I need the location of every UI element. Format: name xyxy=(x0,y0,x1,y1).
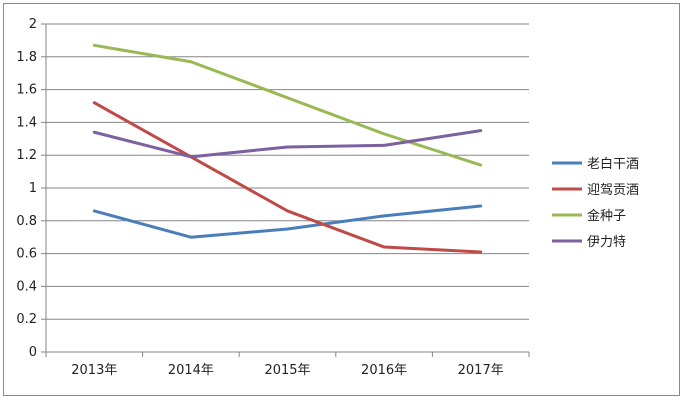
y-tick-label: 0.4 xyxy=(16,279,37,294)
y-tick-label: 1 xyxy=(29,181,37,196)
y-tick-label: 1.2 xyxy=(16,148,37,163)
legend-label: 金种子 xyxy=(587,208,626,224)
chart-frame xyxy=(3,3,680,396)
x-tick-label: 2014年 xyxy=(168,363,214,378)
y-tick-label: 0.2 xyxy=(16,312,37,327)
gridlines xyxy=(46,23,529,353)
y-tick-label: 2 xyxy=(29,17,37,32)
x-tick-label: 2017年 xyxy=(458,363,504,378)
y-tick-label: 1.8 xyxy=(16,50,37,65)
series-lines xyxy=(92,43,483,254)
x-tick-label: 2016年 xyxy=(361,363,407,378)
x-tick-label: 2013年 xyxy=(71,363,117,378)
legend-label: 迎驾贡酒 xyxy=(587,183,639,198)
y-axis-ticks: 0 0.2 0.4 0.6 0.8 1 1.2 1.4 1.6 1.8 2 xyxy=(16,17,37,360)
y-tick-label: 1.6 xyxy=(16,83,37,98)
y-tick-label: 0.6 xyxy=(16,247,37,262)
legend-label: 老白干酒 xyxy=(587,156,639,172)
axes xyxy=(41,23,530,357)
legend-label: 伊力特 xyxy=(587,235,626,250)
x-tick-label: 2015年 xyxy=(264,363,310,378)
series-line-2 xyxy=(92,101,483,254)
y-tick-label: 1.4 xyxy=(16,115,37,130)
y-tick-label: 0.8 xyxy=(16,214,37,229)
series-line-3 xyxy=(92,43,483,167)
y-tick-label: 0 xyxy=(29,345,37,360)
series-line-4 xyxy=(92,129,483,159)
x-axis-ticks: 2013年 2014年 2015年 2016年 2017年 xyxy=(71,363,503,378)
series-line-1 xyxy=(92,204,483,239)
